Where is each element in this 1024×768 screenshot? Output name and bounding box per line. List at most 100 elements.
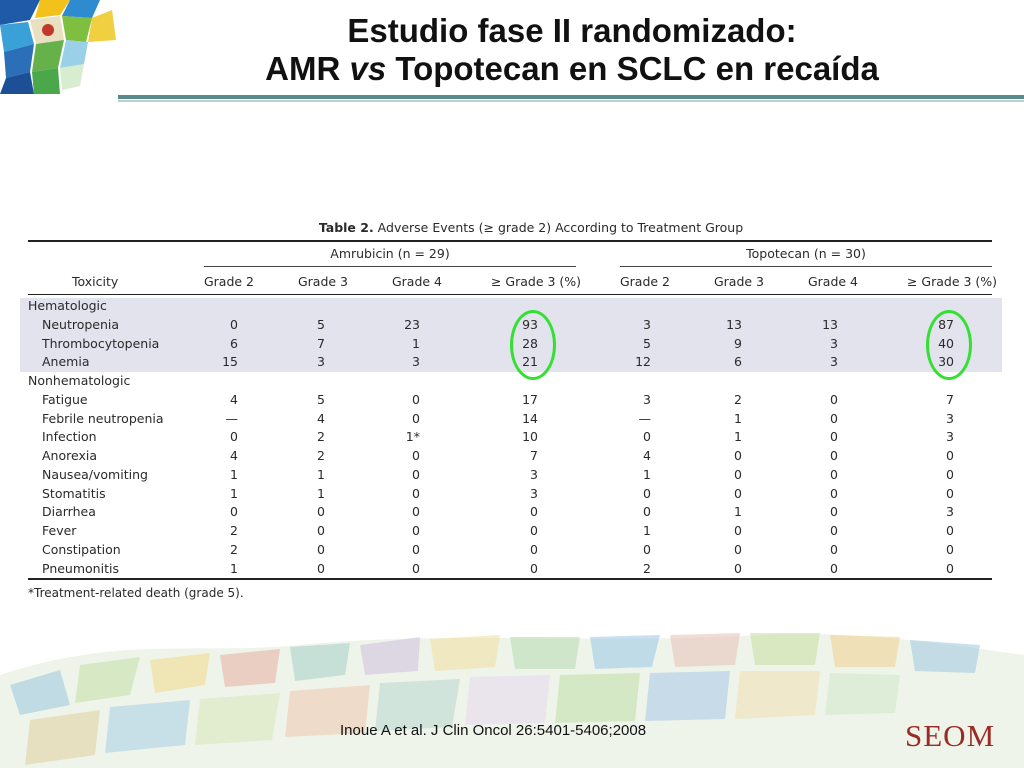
adverse-events-table: Table 2. Adverse Events (≥ grade 2) Acco… <box>20 218 1002 600</box>
table-cell: 0 <box>830 523 838 538</box>
table-cell: 0 <box>412 485 420 501</box>
highlight-circle-topotecan <box>926 310 972 380</box>
col-header: ≥ Grade 3 (%) <box>906 274 998 289</box>
table-cell: 5 <box>317 316 325 332</box>
table-cell: 13 <box>726 316 742 332</box>
table-cell: 0 <box>734 541 742 557</box>
table-row: Infection 0 2 1* 10 0 1 0 3 <box>20 429 1002 448</box>
table-cell: 1* <box>405 429 420 445</box>
table-cell: 17 <box>522 391 538 407</box>
table-cell: 0 <box>230 316 238 332</box>
table-cell: 3 <box>412 354 420 370</box>
col-header: Grade 4 <box>807 274 859 289</box>
table-cell: 0 <box>946 466 954 482</box>
table-row: Anorexia 4 2 0 7 4 0 0 0 <box>20 448 1002 467</box>
col-header: Grade 2 <box>203 274 255 289</box>
table-cell: 6 <box>734 354 742 370</box>
table-cell: 0 <box>412 391 420 407</box>
table-cell: 3 <box>643 391 651 407</box>
table-cell: 0 <box>734 560 742 576</box>
table-cell: 3 <box>946 410 954 426</box>
table-cell: 0 <box>830 391 838 407</box>
table-cell: 3 <box>830 354 838 370</box>
table-cell: 0 <box>317 560 325 576</box>
title-line-2: AMR vs Topotecan en SCLC en recaída <box>120 50 1024 88</box>
mosaic-logo <box>0 0 118 94</box>
title-divider <box>118 95 1024 99</box>
toxicity-header: Toxicity <box>72 274 119 289</box>
table-cell: 0 <box>643 504 651 520</box>
slide-title: Estudio fase II randomizado: AMR vs Topo… <box>120 6 1024 88</box>
table-row: Stomatitis 1 1 0 3 0 0 0 0 <box>20 486 1002 505</box>
table-row: Diarrhea 0 0 0 0 0 1 0 3 <box>20 504 1002 523</box>
table-cell: 7 <box>946 391 954 407</box>
table-cell: 0 <box>412 541 420 557</box>
table-cell: 2 <box>734 391 742 407</box>
table-cell: 0 <box>530 560 538 576</box>
table-cell: 3 <box>946 429 954 445</box>
table-cell: 0 <box>412 523 420 538</box>
citation: Inoue A et al. J Clin Oncol 26:5401-5406… <box>340 722 647 739</box>
table-cell: 0 <box>317 504 325 520</box>
title-part-rest: Topotecan en SCLC en recaída <box>386 50 879 87</box>
table-cell: 1 <box>734 410 742 426</box>
table-cell: 0 <box>946 523 954 538</box>
table-cell: 2 <box>317 429 325 445</box>
row-label: Anemia <box>42 354 90 370</box>
table-cell: 12 <box>635 354 651 370</box>
row-label: Anorexia <box>42 448 97 463</box>
table-cell: 4 <box>317 410 325 426</box>
table-cell: 0 <box>830 541 838 557</box>
table-bottom-rule <box>28 578 992 580</box>
section-label: Nonhematologic <box>28 373 131 388</box>
table-cell: 0 <box>412 410 420 426</box>
table-cell: 0 <box>317 541 325 557</box>
table-cell: 13 <box>822 316 838 332</box>
table-cell: 2 <box>643 560 651 576</box>
table-cell: 0 <box>830 560 838 576</box>
table-cell: 5 <box>643 335 651 351</box>
table-cell: 0 <box>830 429 838 445</box>
table-cell: 0 <box>412 504 420 520</box>
title-part-vs: vs <box>349 50 387 87</box>
table-cell: 1 <box>317 466 325 482</box>
table-cell: — <box>225 410 239 426</box>
table-row: Constipation 2 0 0 0 0 0 0 0 <box>20 542 1002 561</box>
row-label: Stomatitis <box>42 485 106 501</box>
table-cell: 23 <box>404 316 420 332</box>
table-cell: 0 <box>830 448 838 463</box>
table-cell: 2 <box>230 541 238 557</box>
highlight-circle-amrubicin <box>510 310 556 380</box>
table-cell: 3 <box>530 466 538 482</box>
table-cell: 0 <box>946 448 954 463</box>
table-cell: 6 <box>230 335 238 351</box>
seom-logo: SEOM <box>905 718 996 753</box>
table-cell: 5 <box>317 391 325 407</box>
table-footnote: *Treatment-related death (grade 5). <box>28 586 244 600</box>
title-divider-light <box>118 100 1024 102</box>
table-cell: 1 <box>230 466 238 482</box>
table-cell: 0 <box>830 485 838 501</box>
row-label: Nausea/vomiting <box>42 466 148 482</box>
table-cell: 0 <box>946 541 954 557</box>
table-cell: 4 <box>230 391 238 407</box>
table-cell: 1 <box>230 485 238 501</box>
table-cell: 0 <box>230 504 238 520</box>
table-cell: 0 <box>317 523 325 538</box>
table-cell: 0 <box>530 523 538 538</box>
col-header: Grade 3 <box>297 274 349 289</box>
section-label: Hematologic <box>28 298 107 313</box>
table-cell: 0 <box>734 485 742 501</box>
table-cell: 1 <box>734 504 742 520</box>
col-header: Grade 2 <box>619 274 671 289</box>
table-section-header: Nonhematologic <box>20 373 1002 392</box>
table-row: Pneumonitis 1 0 0 0 2 0 0 0 <box>20 561 1002 580</box>
group-header-amrubicin: Amrubicin (n = 29) <box>330 246 450 261</box>
table-cell: 0 <box>830 466 838 482</box>
group-rule-topotecan <box>620 266 992 267</box>
row-label: Febrile neutropenia <box>42 410 164 426</box>
table-cell: 4 <box>643 448 651 463</box>
table-cell: 0 <box>412 560 420 576</box>
table-cell: 0 <box>412 466 420 482</box>
table-cell: 3 <box>643 316 651 332</box>
